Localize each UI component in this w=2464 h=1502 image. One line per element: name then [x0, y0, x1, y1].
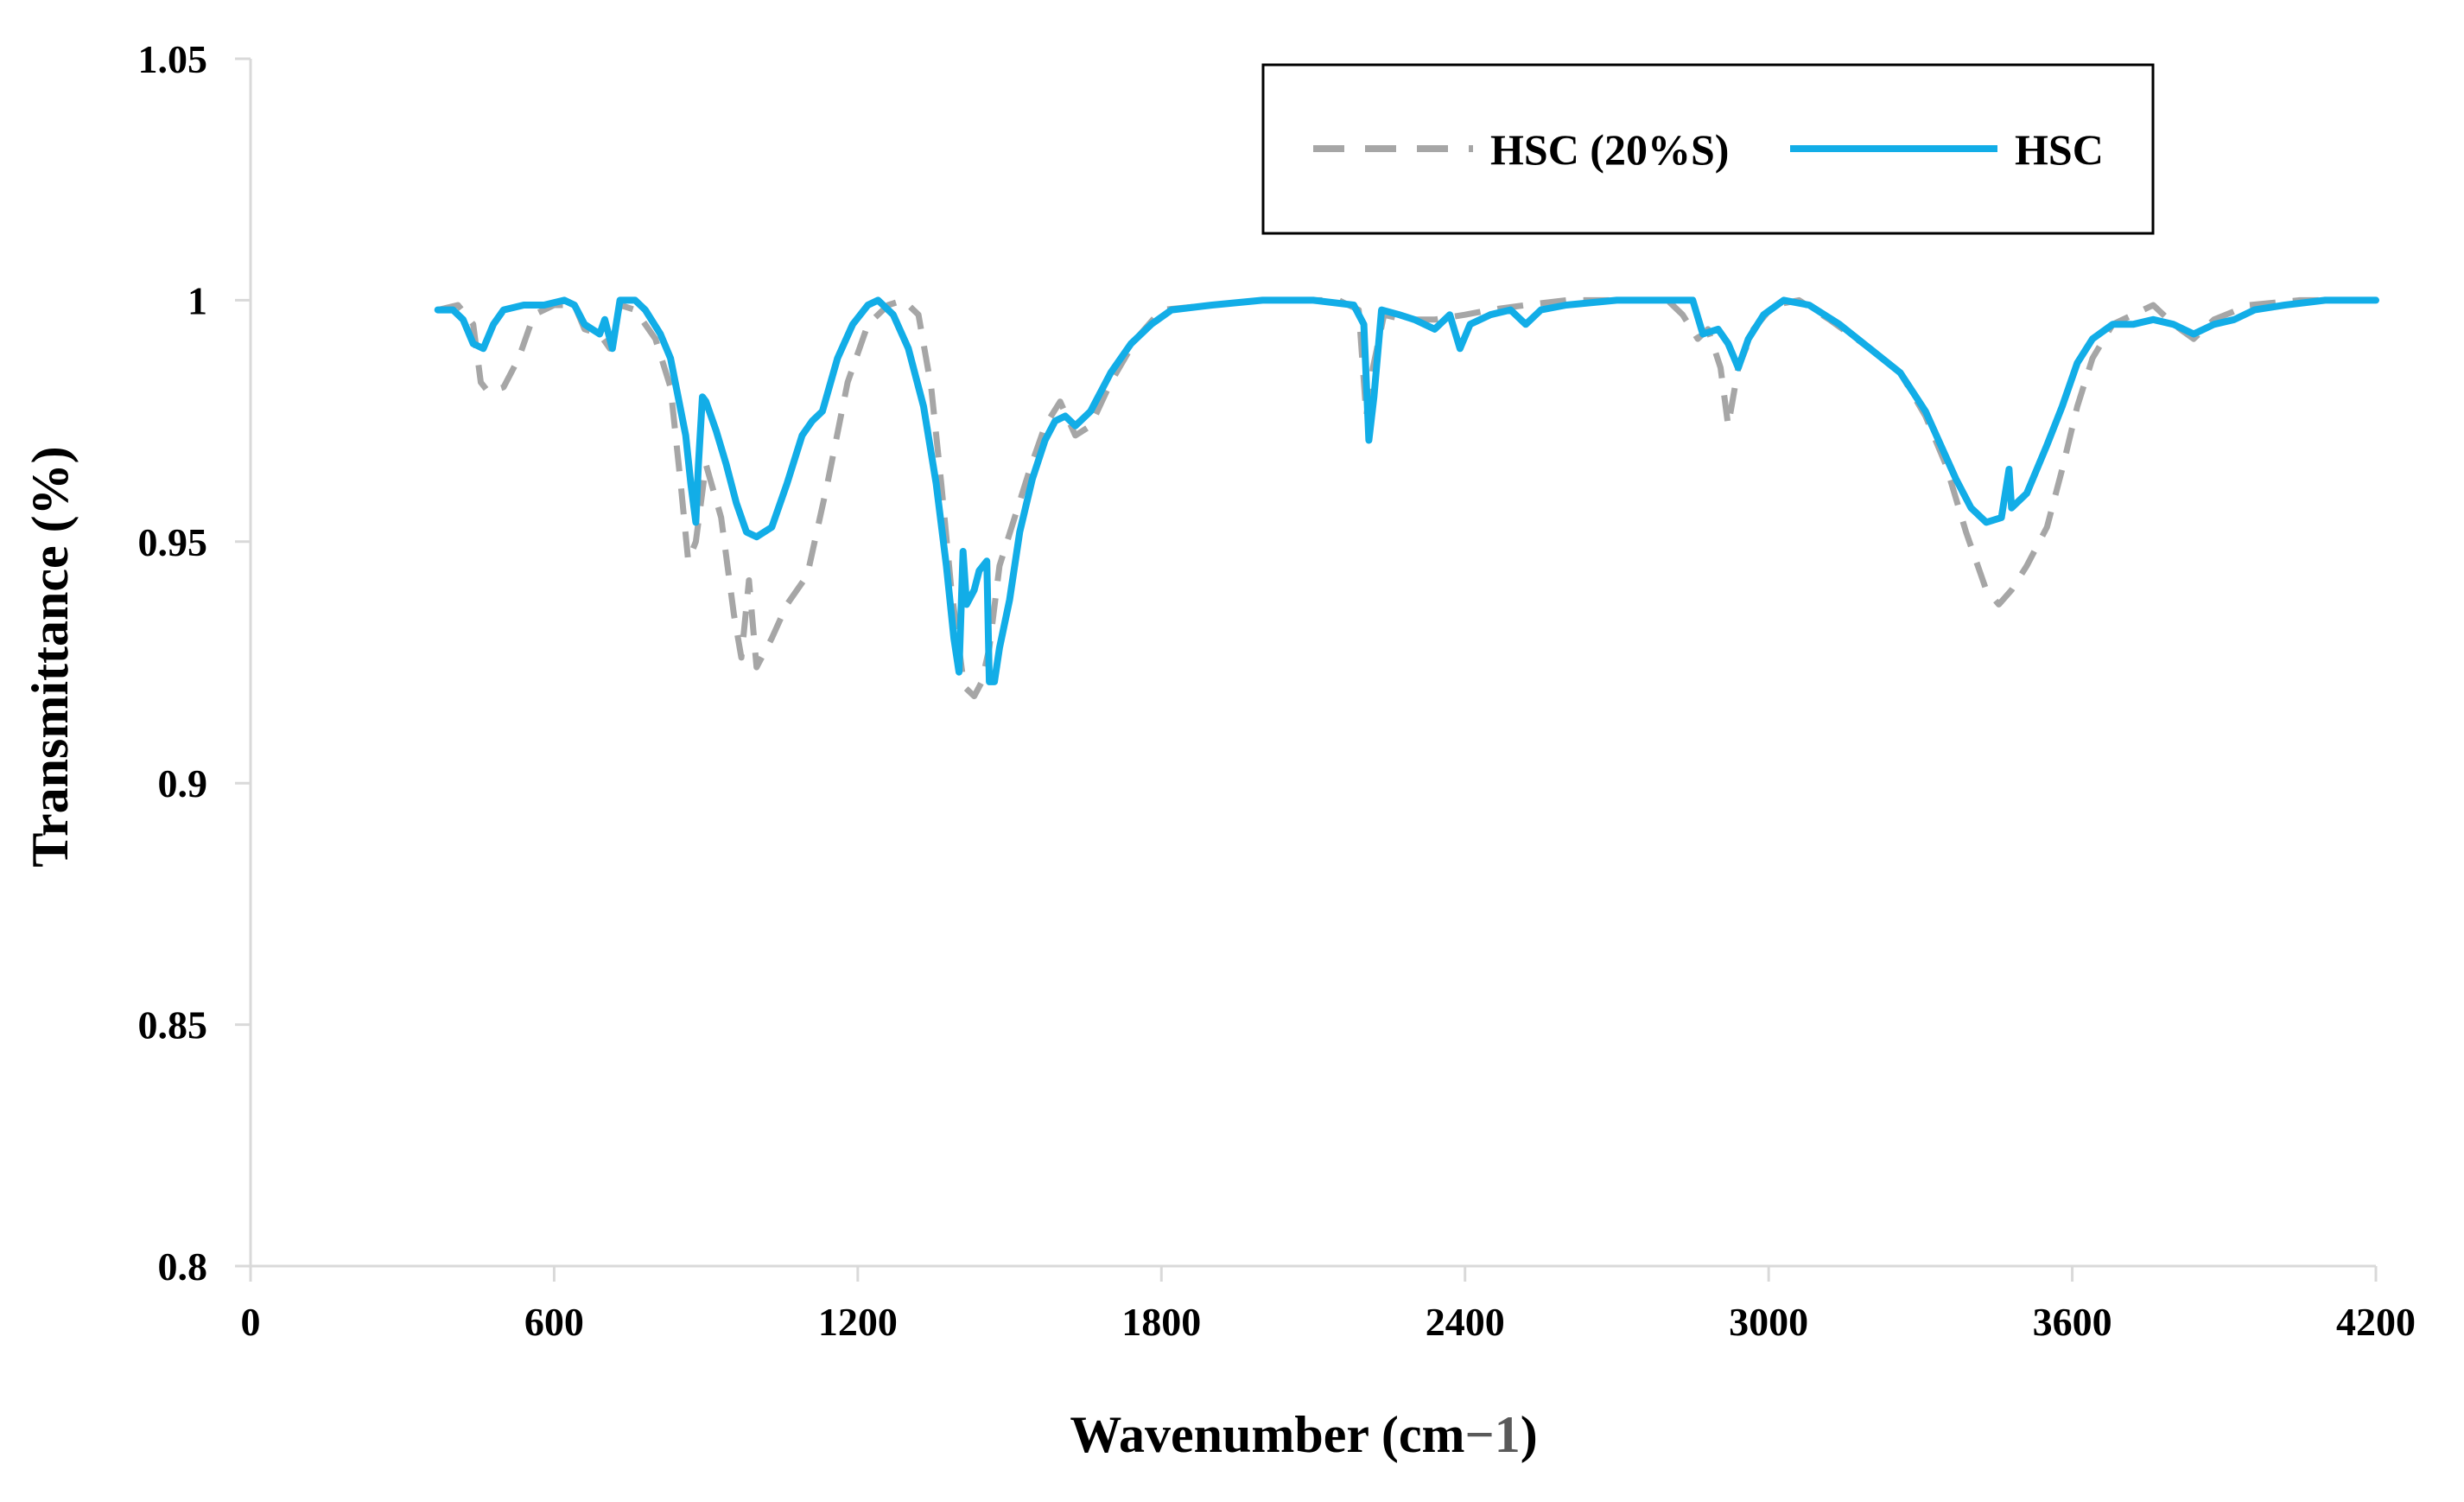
- series-line-hsc: [434, 296, 2379, 685]
- legend: HSC (20%S) HSC: [1261, 63, 2155, 235]
- y-tick-label: 1: [187, 278, 207, 322]
- legend-label-hsc-20s: HSC (20%S): [1490, 125, 1729, 174]
- axes: 0.8 0.85 0.9 0.95 1 1.05 0 600 1200 1800 2400 3000 3…: [138, 37, 2416, 1344]
- x-axis-title-exponent: −1: [1465, 1406, 1521, 1463]
- x-tick-label: 4200: [2336, 1300, 2416, 1344]
- x-axis-title: Wavenumber (cm−1): [1070, 1406, 1537, 1463]
- x-axis-title-main: Wavenumber (cm: [1070, 1406, 1464, 1463]
- y-axis-title: Transmittance (%): [22, 446, 79, 867]
- y-tick-label: 0.85: [138, 1003, 208, 1047]
- y-tick-label: 0.8: [158, 1244, 208, 1289]
- y-tick-label: 0.95: [138, 520, 208, 564]
- x-tick-label: 2400: [1426, 1300, 1505, 1344]
- x-tick-label: 1800: [1121, 1300, 1201, 1344]
- x-tick-label: 3600: [2033, 1300, 2112, 1344]
- legend-label-hsc: HSC: [2015, 125, 2104, 174]
- x-tick-label: 600: [524, 1300, 584, 1344]
- y-tick-label: 1.05: [138, 37, 208, 81]
- x-tick-label: 0: [241, 1300, 261, 1344]
- legend-box: [1261, 63, 2155, 235]
- y-tick-label: 0.9: [158, 761, 208, 805]
- series-line-hsc-20s: [436, 296, 2376, 700]
- x-axis-title-close: ): [1521, 1406, 1538, 1463]
- x-tick-label: 1200: [818, 1300, 898, 1344]
- plot-area: [434, 296, 2379, 700]
- x-tick-label: 3000: [1729, 1300, 1808, 1344]
